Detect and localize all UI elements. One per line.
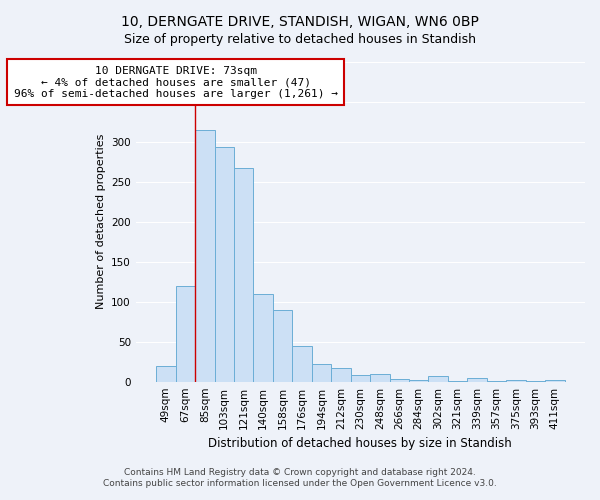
Bar [448,381,467,382]
Bar [545,380,565,382]
Bar [526,381,545,382]
Bar [389,380,409,382]
Bar [176,286,195,382]
Bar [331,368,350,382]
Bar [156,366,176,382]
Bar [273,310,292,382]
Text: 10 DERNGATE DRIVE: 73sqm
← 4% of detached houses are smaller (47)
96% of semi-de: 10 DERNGATE DRIVE: 73sqm ← 4% of detache… [14,66,338,98]
Bar [467,378,487,382]
Text: 10, DERNGATE DRIVE, STANDISH, WIGAN, WN6 0BP: 10, DERNGATE DRIVE, STANDISH, WIGAN, WN6… [121,15,479,29]
Bar [428,376,448,382]
Bar [370,374,389,382]
Y-axis label: Number of detached properties: Number of detached properties [95,134,106,310]
Bar [487,381,506,382]
Bar [350,376,370,382]
X-axis label: Distribution of detached houses by size in Standish: Distribution of detached houses by size … [208,437,512,450]
Bar [312,364,331,382]
Text: Contains HM Land Registry data © Crown copyright and database right 2024.
Contai: Contains HM Land Registry data © Crown c… [103,468,497,487]
Bar [195,130,215,382]
Bar [409,380,428,382]
Text: Size of property relative to detached houses in Standish: Size of property relative to detached ho… [124,32,476,46]
Bar [253,294,273,382]
Bar [506,380,526,382]
Bar [215,147,234,382]
Bar [292,346,312,382]
Bar [234,168,253,382]
